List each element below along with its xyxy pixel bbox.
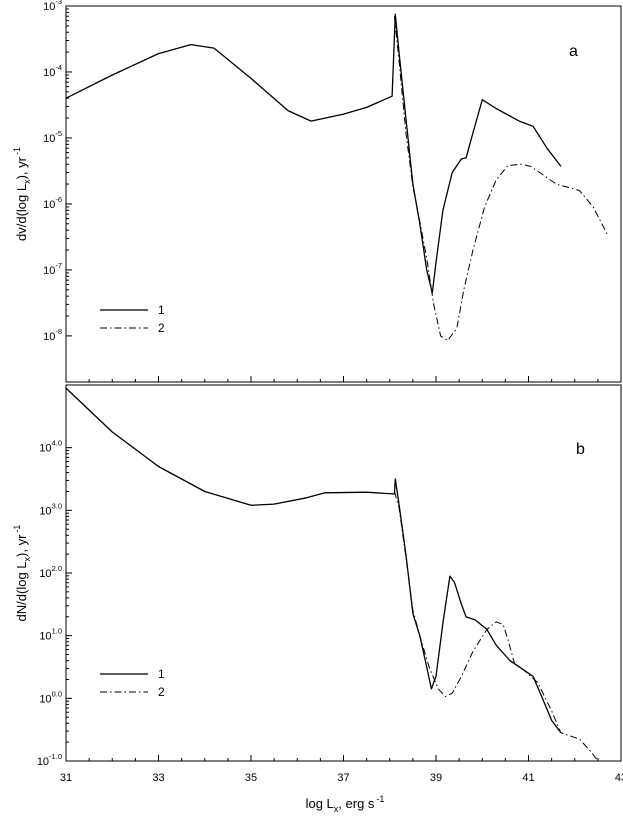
panel-a-tag: a [569,43,578,60]
y-tick-label-a: 10-4 [43,63,62,79]
x-axis-label: log Lx, erg s -1 [306,794,385,814]
series-line-b-2 [393,491,599,762]
series-line-a-1 [65,13,562,294]
y-tick-label-a: 10-8 [43,327,62,343]
series-line-a-2 [393,16,608,341]
x-tick-labels: 31 33 35 37 39 41 43 [60,772,623,784]
legend-b-label-2: 2 [158,685,165,699]
panel-a-series [65,13,608,341]
x-tick-label: 31 [60,772,72,784]
panel-b-ticks: 10-1.0 100.0 101.0 102.0 103.0 104.0 [37,439,622,768]
y-tick-label-a: 10-3 [43,0,62,13]
panel-a: 10-8 10-7 10-6 10-5 10-4 10-3 a dv/d(log Lx),… [12,0,622,383]
x-tick-label: 33 [152,772,164,784]
y-tick-label-a: 10-7 [43,261,62,277]
series-line-b-1 [65,387,562,734]
panel-a-ticks: 10-8 10-7 10-6 10-5 10-4 10-3 [43,0,622,382]
panel-b-series [65,387,599,762]
y-tick-label-b: 101.0 [39,627,62,643]
legend-b-label-1: 1 [158,667,165,681]
y-tick-label-b: 10-1.0 [37,752,62,768]
x-tick-label: 41 [522,772,534,784]
legend-a-label-2: 2 [158,321,165,335]
panel-a-ylabel: dv/d(log Lx), yr-1 [12,147,32,241]
x-tick-label: 35 [245,772,257,784]
y-tick-label-b: 100.0 [39,689,62,705]
legend-a-label-1: 1 [158,303,165,317]
panel-b-tag: b [576,441,585,458]
y-tick-label-b: 104.0 [39,439,62,455]
y-tick-label-b: 102.0 [39,564,62,580]
y-tick-label-b: 103.0 [39,501,62,517]
x-tick-label: 39 [430,772,442,784]
panel-b-legend: 1 2 [100,667,165,699]
y-tick-label-a: 10-5 [43,129,62,145]
panel-a-legend: 1 2 [100,303,165,335]
x-tick-label: 43 [615,772,623,784]
y-tick-label-a: 10-6 [43,195,62,211]
panel-b-ylabel: dN/d(log Lx), yr-1 [12,525,32,622]
x-tick-label: 37 [337,772,349,784]
panel-b-frame [65,384,622,762]
panel-b: 10-1.0 100.0 101.0 102.0 103.0 104.0 b dN/d(l… [12,384,622,768]
panel-a-frame [65,5,622,383]
